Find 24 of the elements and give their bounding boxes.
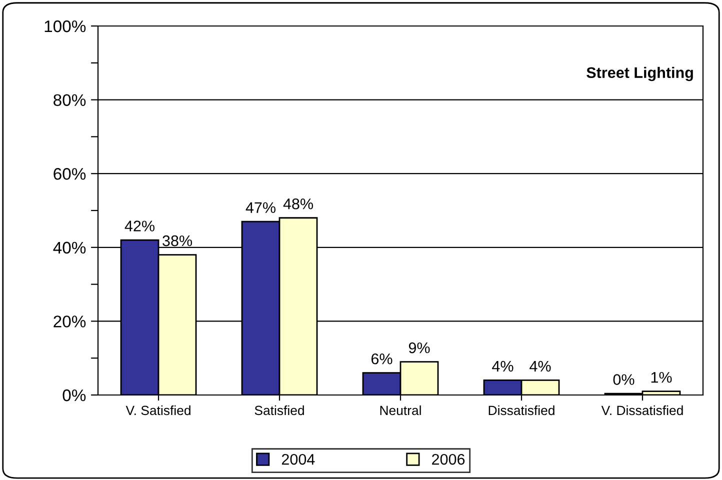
y-tick-label: 80% xyxy=(54,94,86,106)
data-label: 1% xyxy=(651,372,672,383)
x-tick-label: Neutral xyxy=(380,405,421,416)
y-tick-label: 20% xyxy=(54,316,86,328)
y-tick-label: 40% xyxy=(53,242,86,254)
x-tick-label: Satisfied xyxy=(254,405,304,416)
x-tick-label: Dissatisfied xyxy=(488,405,554,416)
data-label: 0% xyxy=(613,374,634,385)
text: Street Lighting xyxy=(586,66,693,82)
legend-label: 2004 xyxy=(282,454,315,465)
data-label: 4% xyxy=(492,360,514,372)
data-label: 47% xyxy=(246,202,276,213)
y-tick-label: 60% xyxy=(54,168,86,180)
data-label: 9% xyxy=(408,342,430,354)
y-tick-label: 0% xyxy=(62,389,86,402)
data-label: 48% xyxy=(283,198,313,210)
data-label: 6% xyxy=(371,353,392,364)
data-label: 38% xyxy=(162,235,192,246)
data-label: 42% xyxy=(124,220,154,232)
data-label: 4% xyxy=(530,360,551,372)
y-tick-label: 100% xyxy=(44,20,86,32)
x-tick-label: V. Satisfied xyxy=(126,405,190,416)
legend-label: 2006 xyxy=(432,454,465,465)
x-tick-label: V. Dissatisfied xyxy=(601,405,683,416)
